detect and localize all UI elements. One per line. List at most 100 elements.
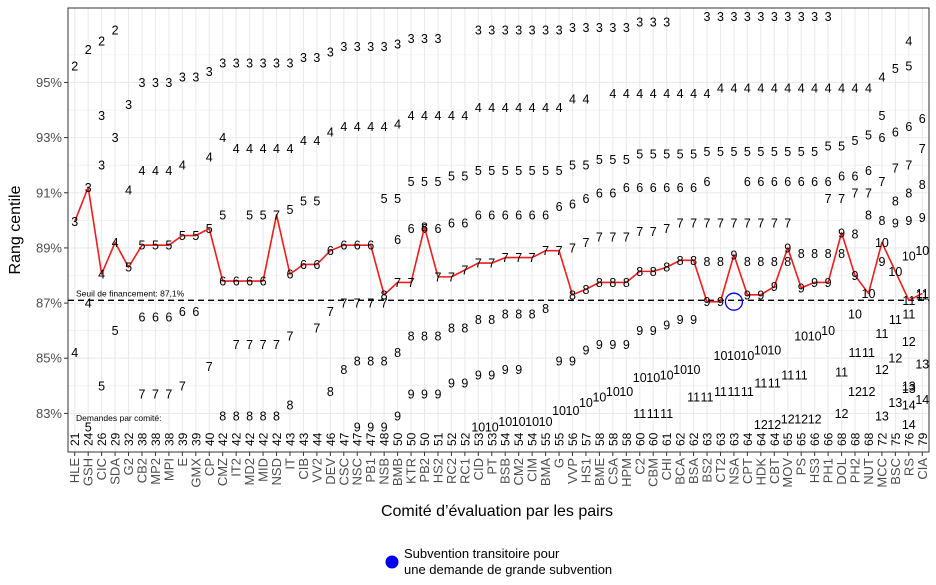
committee-count: 56 [566, 432, 580, 446]
rank-label: 7 [717, 217, 724, 231]
x-tick-label: MP2 [148, 458, 163, 485]
rank-label: 3 [771, 10, 778, 24]
rank-label: 12 [808, 412, 822, 426]
x-tick-label: CP [202, 458, 217, 476]
rank-label: 7 [677, 217, 684, 231]
committee-count: 61 [660, 432, 674, 446]
rank-label: 7 [663, 222, 670, 236]
rank-label: 10 [673, 363, 687, 377]
rank-label: 11 [754, 377, 767, 391]
x-tick-label: CIC [94, 458, 109, 480]
rank-label: 7 [596, 230, 603, 244]
rank-label: 7 [609, 230, 616, 244]
rank-label: 6 [434, 222, 441, 236]
rank-label: 7 [690, 217, 697, 231]
rank-label: 4 [730, 81, 737, 95]
rank-label: 7 [784, 217, 791, 231]
rank-label: 11 [916, 288, 929, 302]
rank-label: 4 [663, 87, 670, 101]
cutoff-rank-label: 6 [313, 258, 320, 272]
committee-count: 58 [606, 432, 620, 446]
rank-label: 7 [852, 186, 859, 200]
rank-label: 4 [636, 87, 643, 101]
committee-count: 52 [458, 432, 472, 446]
rank-label: 5 [112, 324, 119, 338]
rank-label: 9 [892, 217, 899, 231]
x-tick-label: BMB [390, 458, 405, 486]
rank-label: 9 [461, 377, 468, 391]
rank-label: 4 [488, 101, 495, 115]
committee-count: 66 [822, 432, 836, 446]
rank-label: 6 [461, 217, 468, 231]
rank-label: 8 [475, 313, 482, 327]
x-tick-label: CSC [336, 458, 351, 485]
rank-label: 9 [569, 354, 576, 368]
rank-label: 4 [139, 164, 146, 178]
rank-label: 5 [663, 148, 670, 162]
rank-label: 10 [740, 349, 754, 363]
rank-label: 3 [757, 10, 764, 24]
cutoff-rank-label: 9 [730, 248, 737, 262]
committee-count: 65 [795, 432, 809, 446]
rank-label: 3 [327, 46, 334, 60]
x-tick-label: CBT [767, 458, 782, 484]
cutoff-rank-label: 5 [192, 229, 199, 243]
rank-label: 6 [394, 233, 401, 247]
x-tick-label: RC1 [457, 458, 472, 484]
rank-label: 4 [179, 159, 186, 173]
rank-label: 8 [771, 255, 778, 269]
cutoff-rank-label: 10 [875, 236, 889, 250]
cutoff-rank-label: 7 [502, 251, 509, 265]
rank-label: 13 [915, 357, 929, 371]
rank-label: 4 [246, 142, 253, 156]
rank-label: 6 [690, 181, 697, 195]
rank-label: 4 [878, 70, 885, 84]
rank-label: 12 [875, 363, 889, 377]
cutoff-rank-label: 8 [582, 283, 589, 297]
cutoff-rank-label: 9 [784, 241, 791, 255]
committee-count: 39 [189, 432, 203, 446]
rank-label: 3 [192, 70, 199, 84]
rank-label: 4 [704, 87, 711, 101]
rank-label: 3 [139, 76, 146, 90]
y-tick-label: 83% [36, 406, 62, 421]
rank-label: 7 [354, 297, 361, 311]
cutoff-rank-label: 5 [179, 229, 186, 243]
committee-count: 47 [364, 432, 378, 446]
rank-label: 4 [771, 81, 778, 95]
rank-label: 8 [434, 330, 441, 344]
committee-count: 42 [216, 432, 230, 446]
rank-label: 9 [596, 338, 603, 352]
committee-count: 60 [633, 432, 647, 446]
committee-count: 58 [593, 432, 607, 446]
x-tick-label: MD2 [242, 458, 257, 485]
rank-label: 10 [687, 363, 701, 377]
committee-count: 40 [203, 432, 217, 446]
rank-label: 10 [592, 390, 606, 404]
x-tick-label: NSB [377, 458, 392, 485]
rank-label: 3 [717, 10, 724, 24]
committee-count: 43 [297, 432, 311, 446]
x-tick-label: PH1 [821, 458, 836, 483]
rank-label: 5 [300, 195, 307, 209]
x-tick-label: GSH [81, 458, 96, 486]
axes: 83%85%87%89%91%93%95%HLEGSHCICSDAG2CB2MP… [36, 75, 930, 488]
rank-label: 7 [313, 321, 320, 335]
rank-label: 3 [206, 65, 213, 79]
rank-label: 14 [915, 393, 929, 407]
committee-count: 26 [95, 432, 109, 446]
rank-label: 6 [179, 305, 186, 319]
rank-label: 10 [714, 349, 728, 363]
rank-label: 9 [434, 388, 441, 402]
rank-label: 9 [354, 421, 361, 435]
rank-label: 3 [367, 40, 374, 54]
cutoff-rank-label: 5 [139, 239, 146, 253]
cutoff-rank-label: 6 [233, 275, 240, 289]
x-tick-label: RC2 [444, 458, 459, 484]
rank-label: 10 [767, 343, 781, 357]
cutoff-rank-label: 8 [421, 221, 428, 235]
rank-label: 4 [757, 81, 764, 95]
rank-label: 10 [485, 421, 499, 435]
rank-label: 6 [852, 170, 859, 184]
x-axis-title: Comité d’évaluation par les pairs [381, 503, 613, 520]
